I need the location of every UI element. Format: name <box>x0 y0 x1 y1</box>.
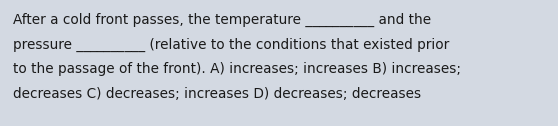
Text: pressure __________ (relative to the conditions that existed prior: pressure __________ (relative to the con… <box>13 38 449 52</box>
Text: to the passage of the front). A) increases; increases B) increases;: to the passage of the front). A) increas… <box>13 62 461 76</box>
Text: decreases C) decreases; increases D) decreases; decreases: decreases C) decreases; increases D) dec… <box>13 87 421 101</box>
Text: After a cold front passes, the temperature __________ and the: After a cold front passes, the temperatu… <box>13 13 431 27</box>
